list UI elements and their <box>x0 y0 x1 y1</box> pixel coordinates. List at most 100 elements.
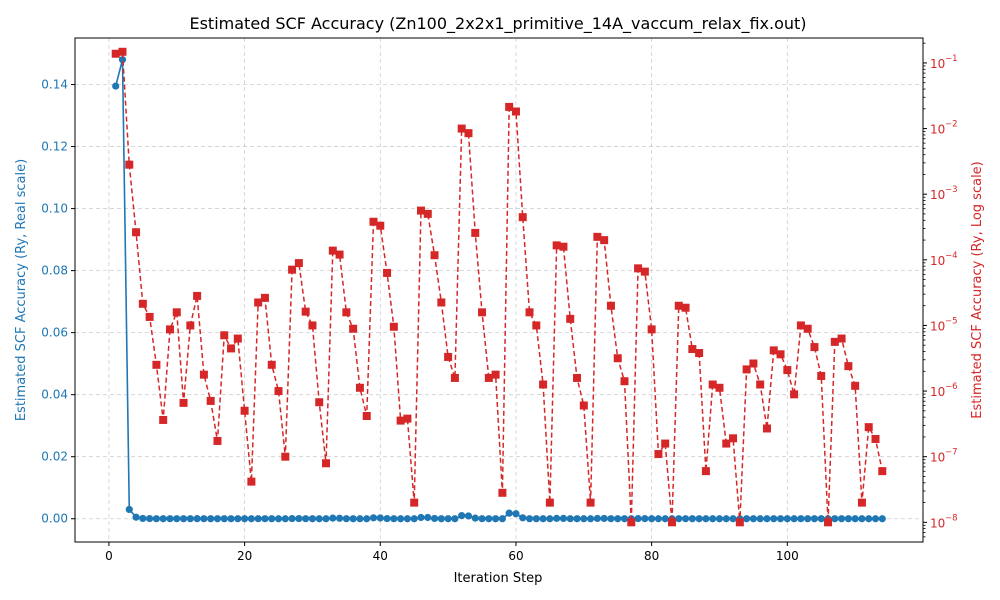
log-scale-point <box>478 308 487 317</box>
real-scale-point <box>688 515 696 523</box>
left-y-tick-label: 0.14 <box>41 78 68 92</box>
real-scale-point <box>634 514 642 523</box>
real-scale-point <box>268 515 276 523</box>
right-y-axis-ticks: 10−810−710−610−510−410−310−210−1 <box>923 42 958 538</box>
real-scale-point <box>498 515 506 523</box>
log-scale-point <box>708 380 717 389</box>
real-scale-point <box>770 515 778 523</box>
log-scale-point <box>132 228 141 237</box>
left-y-tick-label: 0.06 <box>41 326 68 340</box>
log-scale-point <box>376 221 385 230</box>
real-scale-point <box>451 515 459 523</box>
real-scale-point <box>715 515 724 523</box>
right-y-tick-label: 10 <box>930 188 945 202</box>
real-scale-point <box>756 515 764 523</box>
log-scale-point <box>756 380 765 389</box>
real-scale-point <box>580 515 588 523</box>
real-scale-point <box>641 515 649 523</box>
log-scale-point <box>715 383 724 392</box>
real-scale-point <box>695 515 703 523</box>
log-scale-point <box>722 439 731 448</box>
log-scale-point <box>539 380 548 389</box>
log-scale-point <box>145 312 154 321</box>
right-y-axis-label: Estimated SCF Accuracy (Ry, Log scale) <box>970 161 985 419</box>
real-scale-point <box>281 515 289 523</box>
real-scale-point <box>512 510 520 518</box>
log-scale-point <box>410 498 419 507</box>
log-scale-point <box>111 49 120 58</box>
real-scale-point <box>492 515 500 523</box>
real-scale-point <box>539 515 547 523</box>
real-scale-point <box>831 515 839 523</box>
log-scale-point <box>152 360 161 369</box>
log-scale-point <box>491 370 500 379</box>
real-scale-point <box>444 515 452 523</box>
log-scale-point <box>674 301 683 310</box>
log-scale-point <box>362 412 371 420</box>
right-y-tick-exponent: −2 <box>945 120 958 130</box>
chart-title: Estimated SCF Accuracy (Zn100_2x2x1_prim… <box>189 14 806 34</box>
log-scale-point <box>274 387 283 396</box>
real-scale-point <box>797 515 805 523</box>
left-y-tick-label: 0.12 <box>41 140 68 154</box>
right-y-tick-exponent: −3 <box>945 185 958 195</box>
real-scale-point <box>661 515 669 523</box>
x-tick-label: 100 <box>776 549 799 563</box>
log-scale-point <box>450 373 459 382</box>
log-scale-point <box>742 365 751 374</box>
real-scale-point <box>424 513 432 522</box>
real-scale-point <box>193 515 201 523</box>
real-scale-point <box>776 515 785 523</box>
log-scale-point <box>322 459 331 468</box>
real-scale-point <box>166 515 174 523</box>
log-scale-point <box>573 373 582 382</box>
log-scale-point <box>457 124 466 133</box>
real-scale-point <box>675 515 683 523</box>
log-scale-point <box>437 298 446 307</box>
real-scale-point <box>702 515 710 523</box>
real-scale-point <box>186 515 194 523</box>
real-scale-point <box>546 515 554 523</box>
log-scale-point <box>498 488 507 497</box>
real-scale-point <box>390 515 398 523</box>
log-scale-line <box>115 50 884 523</box>
x-tick-label: 0 <box>105 549 113 563</box>
right-y-tick-exponent: −1 <box>945 54 958 64</box>
real-scale-point <box>681 515 690 523</box>
log-scale-point <box>579 401 588 410</box>
real-scale-point <box>729 515 737 523</box>
real-scale-point <box>614 515 622 523</box>
real-scale-point <box>349 515 357 523</box>
log-scale-point <box>701 467 710 476</box>
log-scale-point <box>525 308 534 317</box>
real-scale-point <box>247 515 255 523</box>
log-scale-point <box>654 450 663 459</box>
log-scale-point <box>837 334 846 343</box>
real-scale-point <box>125 505 133 514</box>
real-scale-point <box>417 513 425 522</box>
real-scale-point <box>241 515 249 523</box>
log-scale-point <box>220 331 229 340</box>
log-scale-point <box>688 345 697 354</box>
real-scale-point <box>335 514 344 522</box>
log-scale-point <box>464 129 473 138</box>
x-tick-label: 80 <box>644 549 659 563</box>
log-scale-point <box>803 324 812 333</box>
log-scale-point <box>165 325 174 334</box>
log-scale-point <box>606 301 615 310</box>
log-scale-series <box>111 47 887 527</box>
real-scale-point <box>363 515 371 523</box>
log-scale-point <box>308 321 317 330</box>
real-scale-point <box>817 515 825 523</box>
right-y-tick-exponent: −6 <box>945 382 958 392</box>
real-scale-point <box>573 515 581 523</box>
log-scale-point <box>505 102 514 111</box>
log-scale-point <box>634 264 643 273</box>
log-scale-point <box>647 325 656 334</box>
real-scale-point <box>749 515 758 523</box>
log-scale-point <box>138 299 147 308</box>
log-scale-point <box>871 434 880 443</box>
real-scale-point <box>369 514 378 522</box>
log-scale-point <box>620 377 629 386</box>
log-scale-point <box>206 396 215 405</box>
